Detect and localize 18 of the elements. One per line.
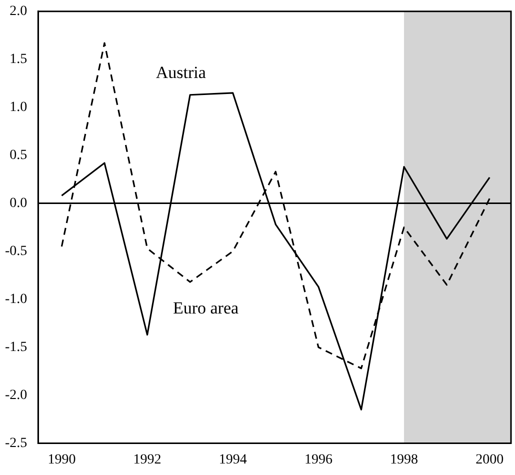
y-tick-label: 2.0 xyxy=(10,4,28,20)
y-tick-label: 0.5 xyxy=(10,148,28,164)
x-tick-label: 1998 xyxy=(390,452,418,468)
series-label: Euro area xyxy=(172,298,239,318)
y-tick-label: -2.0 xyxy=(4,388,28,403)
series-label: Austria xyxy=(156,63,206,82)
x-tick-label: 2000 xyxy=(476,452,504,468)
y-tick-label: 1.5 xyxy=(10,52,28,68)
x-tick-label: 1996 xyxy=(304,452,332,468)
y-tick-label: 1.0 xyxy=(10,100,28,116)
x-tick-label: 1994 xyxy=(218,452,247,468)
y-tick-label: -0.5 xyxy=(4,244,28,259)
y-tick-label: 0.0 xyxy=(10,196,28,211)
x-tick-label: 1990 xyxy=(48,452,76,468)
y-tick-label: -2.5 xyxy=(4,436,28,451)
x-tick-label: 1992 xyxy=(133,452,162,468)
y-tick-label: -1.0 xyxy=(4,292,28,307)
y-tick-label: -1.5 xyxy=(4,340,28,355)
